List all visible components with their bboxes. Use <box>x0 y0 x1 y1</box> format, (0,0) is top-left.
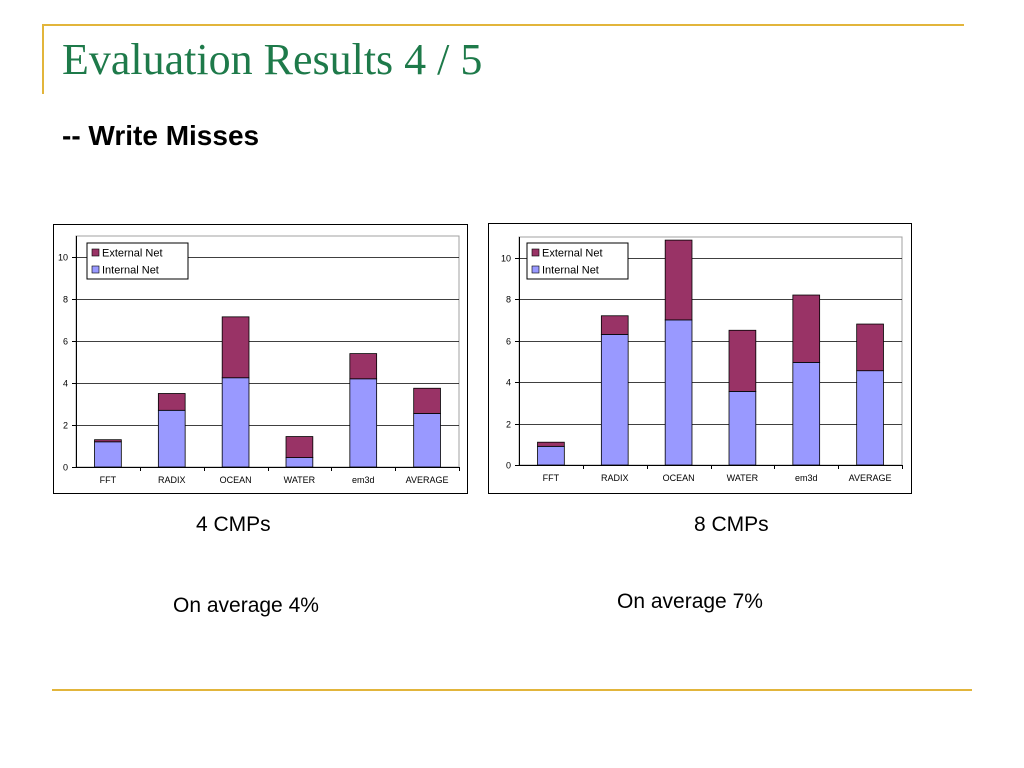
slide-subtitle: -- Write Misses <box>62 120 260 151</box>
chart-4-cmps-svg: 0 2 4 6 8 10 FFT RADIX OCEAN WATER em3d AVERAGE Exte… <box>58 235 460 485</box>
chart0-xtick-label-water: WATER <box>284 475 316 485</box>
chart1-ytick-label-6: 6 <box>506 337 511 347</box>
chart0-bar-external-net-ocean <box>221 316 250 379</box>
chart1-xtick-label-water: WATER <box>727 473 759 483</box>
average-4-cmps: On average 4% <box>173 594 319 617</box>
chart1-bar-internal-net-average <box>856 370 884 466</box>
chart0-legend-label-external-net: External Net <box>102 248 163 260</box>
chart0-xtick-label-average: AVERAGE <box>406 475 449 485</box>
chart0-ytick-label-6: 6 <box>63 337 68 347</box>
chart1-bar-internal-net-water <box>728 391 757 466</box>
chart0-xtick-label-em3d: em3d <box>352 475 375 485</box>
chart0-ytick-label-8: 8 <box>63 295 68 305</box>
chart0-legend-label-internal-net: Internal Net <box>102 265 159 277</box>
chart0-xtick-label-fft: FFT <box>100 475 117 485</box>
chart0-bar-external-net-water <box>285 436 314 458</box>
chart1-ytick-label-0: 0 <box>506 461 511 471</box>
chart1-bar-external-net-em3d <box>792 294 821 363</box>
chart0-xtick-label-radix: RADIX <box>158 475 186 485</box>
chart1-bar-external-net-ocean <box>664 239 693 321</box>
chart1-xtick-label-em3d: em3d <box>795 473 818 483</box>
chart1-xtick-label-fft: FFT <box>543 473 560 483</box>
top-rule <box>44 24 964 26</box>
chart0-bar-internal-net-water <box>285 457 314 468</box>
slide-title: Evaluation Results 4 / 5 <box>62 35 483 84</box>
chart0-xtick-label-ocean: OCEAN <box>220 475 252 485</box>
chart0-bar-external-net-em3d <box>349 353 378 380</box>
chart1-xtick-label-radix: RADIX <box>601 473 629 483</box>
chart1-legend-swatch-internal-net <box>531 265 540 274</box>
chart1-legend-swatch-external-net <box>531 248 540 257</box>
chart1-bar-internal-net-fft <box>537 445 565 466</box>
chart1-bar-internal-net-radix <box>600 334 629 466</box>
chart-8-cmps: 0 2 4 6 8 10 FFT RADIX OCEAN WATER em3d AVERAGE Exte… <box>488 223 912 494</box>
chart1-legend <box>526 242 629 280</box>
chart1-bar-external-net-fft <box>537 441 565 447</box>
chart1-bar-internal-net-ocean <box>664 319 693 466</box>
chart1-bar-external-net-water <box>728 329 757 392</box>
chart1-ytick-label-2: 2 <box>506 420 511 430</box>
chart0-legend-swatch-internal-net <box>91 265 100 274</box>
chart-8-cmps-svg: 0 2 4 6 8 10 FFT RADIX OCEAN WATER em3d AVERAGE Exte… <box>501 236 903 483</box>
chart1-bar-internal-net-em3d <box>792 361 821 466</box>
chart1-legend-label-internal-net: Internal Net <box>542 265 599 277</box>
caption-8-cmps: 8 CMPs <box>694 513 769 536</box>
chart1-bar-external-net-radix <box>600 315 629 335</box>
chart-4-cmps: 0 2 4 6 8 10 FFT RADIX OCEAN WATER em3d AVERAGE Exte… <box>53 224 468 494</box>
chart1-ytick-label-4: 4 <box>506 378 511 388</box>
chart0-bar-internal-net-average <box>413 413 441 468</box>
chart1-xtick-label-average: AVERAGE <box>849 473 892 483</box>
chart1-legend-label-external-net: External Net <box>542 248 603 260</box>
chart0-bar-internal-net-radix <box>157 409 186 468</box>
bottom-rule <box>52 689 972 691</box>
left-rule <box>42 24 44 94</box>
chart1-ytick-label-10: 10 <box>501 254 511 264</box>
chart0-ytick-label-0: 0 <box>63 463 68 473</box>
chart0-legend-swatch-external-net <box>91 248 100 257</box>
chart0-bar-external-net-radix <box>157 393 186 411</box>
chart0-ytick-label-4: 4 <box>63 379 68 389</box>
caption-4-cmps: 4 CMPs <box>196 513 271 536</box>
chart0-bar-external-net-average <box>413 387 441 414</box>
chart1-ytick-label-8: 8 <box>506 295 511 305</box>
chart0-legend <box>86 242 189 280</box>
chart0-bar-external-net-fft <box>94 439 122 443</box>
chart1-bar-external-net-average <box>856 323 884 372</box>
chart0-bar-internal-net-ocean <box>221 377 250 468</box>
chart1-xtick-label-ocean: OCEAN <box>663 473 695 483</box>
chart0-bar-internal-net-fft <box>94 441 122 468</box>
average-8-cmps: On average 7% <box>617 590 763 613</box>
chart0-ytick-label-10: 10 <box>58 253 68 263</box>
chart0-ytick-label-2: 2 <box>63 421 68 431</box>
chart0-bar-internal-net-em3d <box>349 378 378 468</box>
